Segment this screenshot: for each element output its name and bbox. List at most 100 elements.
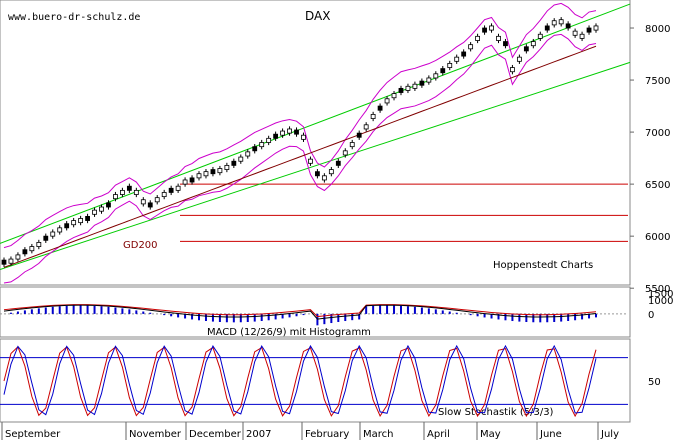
price-candle xyxy=(544,25,550,31)
stochastic-tick-label: 50 xyxy=(648,377,661,388)
channel-upper-line xyxy=(0,3,631,244)
bollinger-upper xyxy=(3,2,597,249)
price-candle xyxy=(224,164,230,170)
price-candle xyxy=(175,185,181,191)
price-candle xyxy=(154,197,160,203)
price-candle xyxy=(558,19,564,25)
price-candle xyxy=(440,68,446,74)
macd-tick-label: 1500 xyxy=(648,289,673,300)
tick-layer: September November December 2007 February Mar… xyxy=(5,24,673,440)
price-candle xyxy=(342,150,348,156)
source-label: Hoppenstedt Charts xyxy=(493,260,593,271)
price-candle xyxy=(238,156,244,162)
price-candle xyxy=(328,169,334,175)
x-tick-label: March xyxy=(363,429,393,440)
chart-title: DAX xyxy=(305,9,330,23)
price-candle xyxy=(551,20,557,26)
series-layer xyxy=(0,2,631,418)
x-tick-label: 2007 xyxy=(246,429,271,440)
stochastic-label: Slow Stochastik (5/3/3) xyxy=(438,407,554,418)
price-candle xyxy=(496,35,501,41)
price-candle xyxy=(377,105,383,111)
price-candle xyxy=(210,169,216,175)
price-candle xyxy=(301,134,306,140)
price-candle xyxy=(85,215,90,221)
macd-tick-label: 0 xyxy=(648,310,654,321)
price-candle xyxy=(308,158,313,164)
price-candle xyxy=(43,235,49,241)
price-candle xyxy=(516,56,522,62)
price-candle xyxy=(454,56,460,62)
price-candle xyxy=(349,142,355,148)
x-tick-label: July xyxy=(600,429,619,440)
price-candle xyxy=(64,223,70,229)
price-candle xyxy=(273,133,279,139)
price-candle xyxy=(113,194,118,200)
x-tick-label: June xyxy=(539,429,562,440)
price-candle xyxy=(245,151,251,157)
y-tick-label: 7500 xyxy=(645,76,670,87)
price-candle xyxy=(252,146,258,152)
price-candle xyxy=(370,114,376,119)
gd200-label: GD200 xyxy=(123,240,158,251)
price-candle xyxy=(1,259,7,265)
price-candle xyxy=(510,67,515,73)
price-candle xyxy=(182,179,188,185)
price-candle xyxy=(321,175,327,181)
y-tick-label: 8000 xyxy=(645,24,670,35)
price-candle xyxy=(489,25,494,31)
price-candle xyxy=(106,202,111,208)
price-candle xyxy=(287,128,292,134)
price-candle xyxy=(259,142,265,148)
price-candle xyxy=(168,187,174,193)
price-candle xyxy=(572,30,578,36)
price-candle xyxy=(537,33,543,39)
price-candle xyxy=(468,44,474,50)
price-candle xyxy=(391,93,397,99)
macd-signal-line xyxy=(3,304,597,318)
y-tick-label: 6000 xyxy=(645,232,670,243)
stochastic-d-line xyxy=(3,344,597,416)
price-candle xyxy=(78,218,84,224)
price-candle xyxy=(161,192,167,198)
price-candle xyxy=(266,137,272,143)
price-panel-frame xyxy=(0,0,631,286)
price-candle xyxy=(398,87,404,93)
price-candle xyxy=(92,209,97,215)
price-candle xyxy=(447,63,453,68)
bollinger-lower xyxy=(3,33,597,284)
price-candle xyxy=(482,27,487,33)
price-candle xyxy=(335,160,341,166)
price-candle xyxy=(530,41,536,47)
macd-label: MACD (12/26/9) mit Histogramm xyxy=(207,327,371,338)
x-tick-label: May xyxy=(480,429,501,440)
price-candle xyxy=(475,35,481,41)
price-candle xyxy=(503,41,508,47)
stochastic-k-line xyxy=(3,345,597,418)
price-candle xyxy=(8,258,14,264)
price-candle xyxy=(363,124,369,130)
x-tick-label: September xyxy=(5,429,61,440)
stochastic-panel-frame xyxy=(0,338,631,423)
price-candle xyxy=(565,23,571,29)
price-candle xyxy=(586,27,592,33)
price-candle xyxy=(280,130,285,136)
price-candle xyxy=(384,98,390,104)
price-candle xyxy=(419,80,425,86)
price-candle xyxy=(217,168,223,174)
price-candle xyxy=(120,189,125,195)
price-candle xyxy=(50,231,56,237)
price-candle xyxy=(356,132,362,138)
price-candle xyxy=(461,51,467,57)
price-candle xyxy=(22,249,28,255)
x-tick-label: December xyxy=(189,429,242,440)
x-tick-label: February xyxy=(305,429,349,440)
macd-panel-frame xyxy=(0,286,631,338)
x-tick-label: April xyxy=(427,429,450,440)
price-candle xyxy=(57,227,63,233)
price-candle xyxy=(433,73,439,79)
macd-tick-label: 1000 xyxy=(648,296,673,307)
price-candle xyxy=(579,33,585,39)
price-candle xyxy=(36,242,42,247)
